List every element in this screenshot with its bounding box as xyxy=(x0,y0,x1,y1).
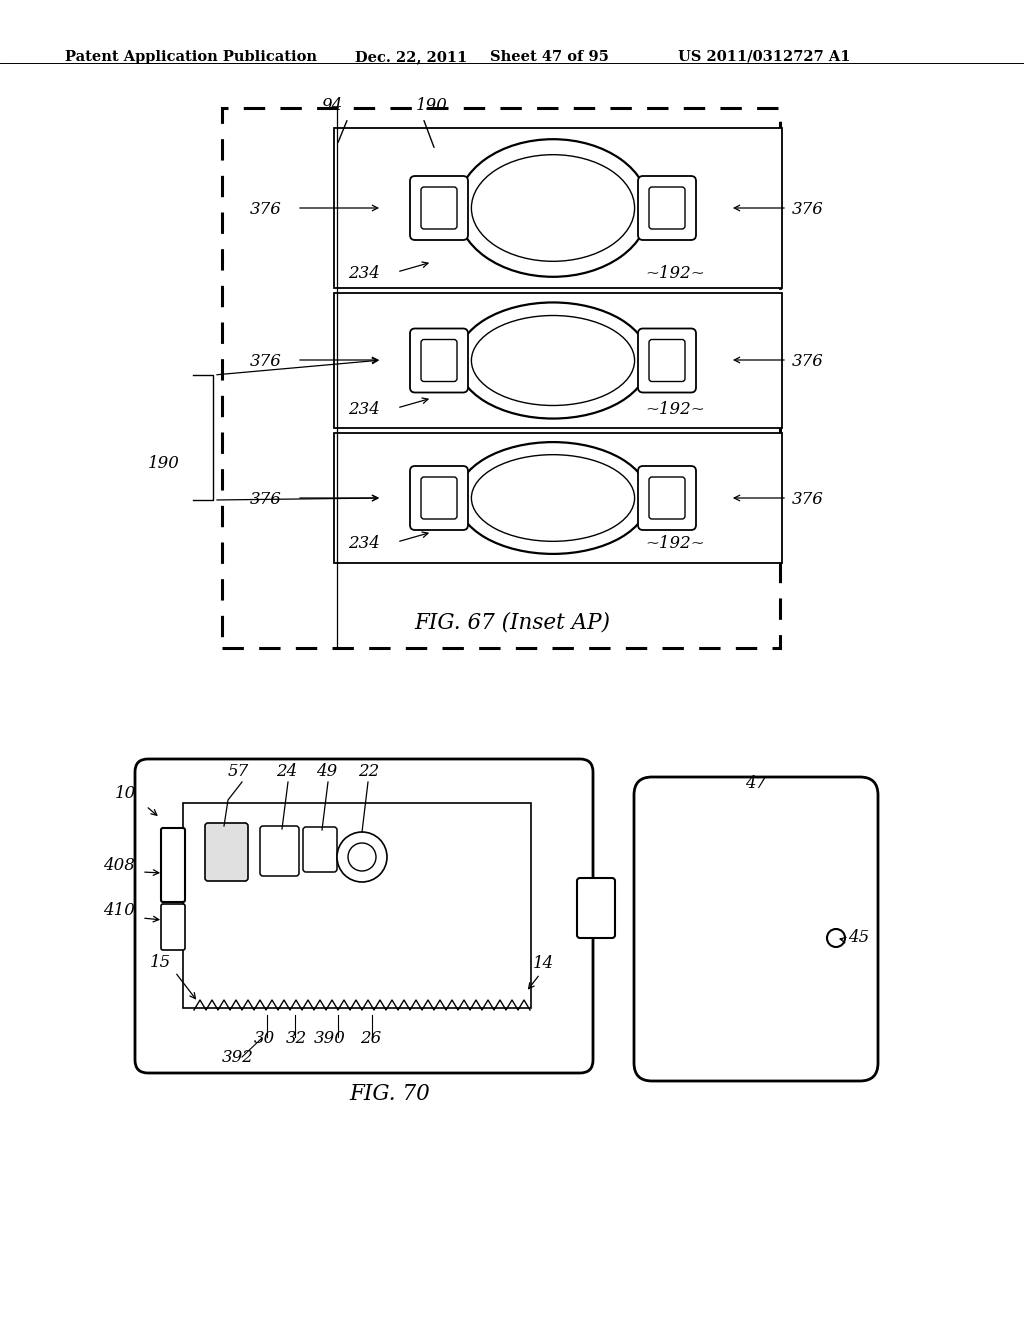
Text: 376: 376 xyxy=(792,352,824,370)
FancyBboxPatch shape xyxy=(649,339,685,381)
Circle shape xyxy=(337,832,387,882)
FancyBboxPatch shape xyxy=(161,828,185,902)
Text: 234: 234 xyxy=(348,535,380,552)
Circle shape xyxy=(348,843,376,871)
Bar xyxy=(334,128,782,288)
Bar xyxy=(222,108,780,648)
FancyBboxPatch shape xyxy=(205,822,248,880)
Text: ~193~: ~193~ xyxy=(505,352,565,370)
FancyBboxPatch shape xyxy=(135,759,593,1073)
Text: Dec. 22, 2011: Dec. 22, 2011 xyxy=(355,50,467,63)
Text: 26: 26 xyxy=(360,1030,381,1047)
FancyBboxPatch shape xyxy=(421,477,457,519)
Text: ~193~: ~193~ xyxy=(505,201,565,218)
FancyBboxPatch shape xyxy=(577,878,615,939)
Text: ~192~: ~192~ xyxy=(645,535,705,552)
Text: 376: 376 xyxy=(250,201,282,218)
Ellipse shape xyxy=(471,315,635,405)
Text: 45: 45 xyxy=(848,929,869,946)
FancyBboxPatch shape xyxy=(161,904,185,950)
Text: 22: 22 xyxy=(358,763,379,780)
FancyBboxPatch shape xyxy=(421,187,457,228)
Text: 376: 376 xyxy=(250,352,282,370)
Text: 234: 234 xyxy=(348,401,380,418)
FancyBboxPatch shape xyxy=(421,339,457,381)
Text: Patent Application Publication: Patent Application Publication xyxy=(65,50,317,63)
FancyBboxPatch shape xyxy=(303,828,337,873)
FancyBboxPatch shape xyxy=(649,477,685,519)
Text: FIG. 67 (Inset AP): FIG. 67 (Inset AP) xyxy=(414,611,610,634)
Text: 408: 408 xyxy=(103,857,135,874)
Text: Sheet 47 of 95: Sheet 47 of 95 xyxy=(490,50,609,63)
Text: 376: 376 xyxy=(250,491,282,508)
FancyBboxPatch shape xyxy=(410,176,468,240)
Text: 234: 234 xyxy=(348,265,380,282)
Ellipse shape xyxy=(457,302,649,418)
FancyBboxPatch shape xyxy=(638,176,696,240)
Text: 30: 30 xyxy=(254,1030,275,1047)
Text: 190: 190 xyxy=(416,96,447,114)
Ellipse shape xyxy=(457,442,649,554)
Text: 376: 376 xyxy=(792,491,824,508)
Text: ~192~: ~192~ xyxy=(645,401,705,418)
Ellipse shape xyxy=(457,139,649,277)
Text: 14: 14 xyxy=(534,954,554,972)
Text: 49: 49 xyxy=(316,763,337,780)
Text: ~193~: ~193~ xyxy=(505,491,565,508)
Text: 57: 57 xyxy=(228,763,249,780)
FancyBboxPatch shape xyxy=(260,826,299,876)
Text: 390: 390 xyxy=(314,1030,346,1047)
FancyBboxPatch shape xyxy=(638,329,696,392)
Ellipse shape xyxy=(471,454,635,541)
Text: 24: 24 xyxy=(276,763,297,780)
Text: 10: 10 xyxy=(115,785,136,803)
Bar xyxy=(334,293,782,428)
Text: ~192~: ~192~ xyxy=(645,265,705,282)
Text: 376: 376 xyxy=(792,201,824,218)
Text: 392: 392 xyxy=(222,1049,254,1067)
FancyBboxPatch shape xyxy=(634,777,878,1081)
Text: 410: 410 xyxy=(103,902,135,919)
FancyBboxPatch shape xyxy=(410,329,468,392)
FancyBboxPatch shape xyxy=(649,187,685,228)
Text: US 2011/0312727 A1: US 2011/0312727 A1 xyxy=(678,50,851,63)
Text: 47: 47 xyxy=(745,775,766,792)
Text: FIG. 70: FIG. 70 xyxy=(349,1082,430,1105)
Circle shape xyxy=(827,929,845,946)
Ellipse shape xyxy=(471,154,635,261)
Bar xyxy=(334,433,782,564)
Text: 32: 32 xyxy=(286,1030,307,1047)
Text: 190: 190 xyxy=(148,455,180,473)
Text: 15: 15 xyxy=(150,954,171,972)
Bar xyxy=(183,803,531,1008)
Text: 94: 94 xyxy=(322,96,343,114)
FancyBboxPatch shape xyxy=(638,466,696,531)
FancyBboxPatch shape xyxy=(410,466,468,531)
